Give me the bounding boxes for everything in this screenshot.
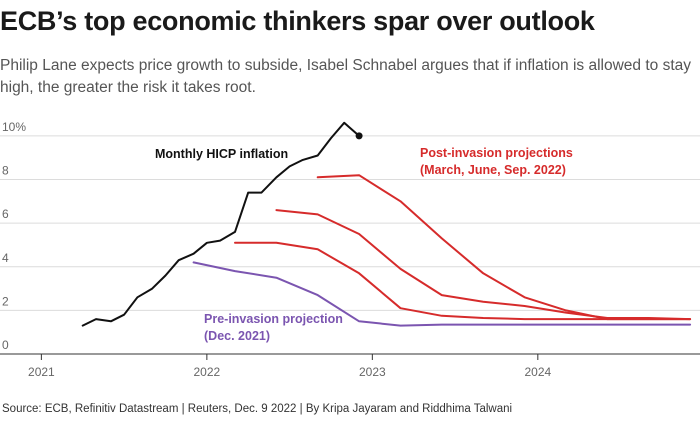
- x-tick-label: 2021: [28, 365, 55, 379]
- source-note: Source: ECB, Refinitiv Datastream | Reut…: [2, 403, 513, 415]
- series-layer: [81, 121, 692, 327]
- grid-layer: 0 2 4 6 8 10% 2021 2022 2023 2024: [0, 120, 700, 379]
- y-tick-label: 6: [2, 207, 9, 221]
- x-tick-label: 2023: [359, 365, 386, 379]
- x-tick-label: 2024: [524, 365, 551, 379]
- chart-subtitle: Philip Lane expects price growth to subs…: [0, 57, 692, 96]
- series-line-0: [81, 121, 361, 327]
- y-tick-label: 10%: [2, 120, 26, 134]
- hicp-label: Monthly HICP inflation: [155, 147, 288, 161]
- series-line-2: [275, 209, 692, 321]
- x-tick-label: 2022: [194, 365, 221, 379]
- series-line-4: [192, 261, 692, 327]
- y-tick-label: 4: [2, 251, 9, 265]
- y-tick-label: 0: [2, 338, 9, 352]
- annotation-layer: Monthly HICP inflation Post-invasion proj…: [155, 146, 573, 343]
- hicp-latest-point: [355, 132, 363, 140]
- y-tick-label: 2: [2, 294, 9, 308]
- pre-invasion-label: Pre-invasion projection (Dec. 2021): [204, 312, 343, 343]
- post-invasion-label: Post-invasion projections (March, June, S…: [420, 146, 573, 177]
- chart-title: ECB’s top economic thinkers spar over ou…: [0, 6, 595, 36]
- series-line-3: [234, 241, 692, 321]
- y-tick-label: 8: [2, 164, 9, 178]
